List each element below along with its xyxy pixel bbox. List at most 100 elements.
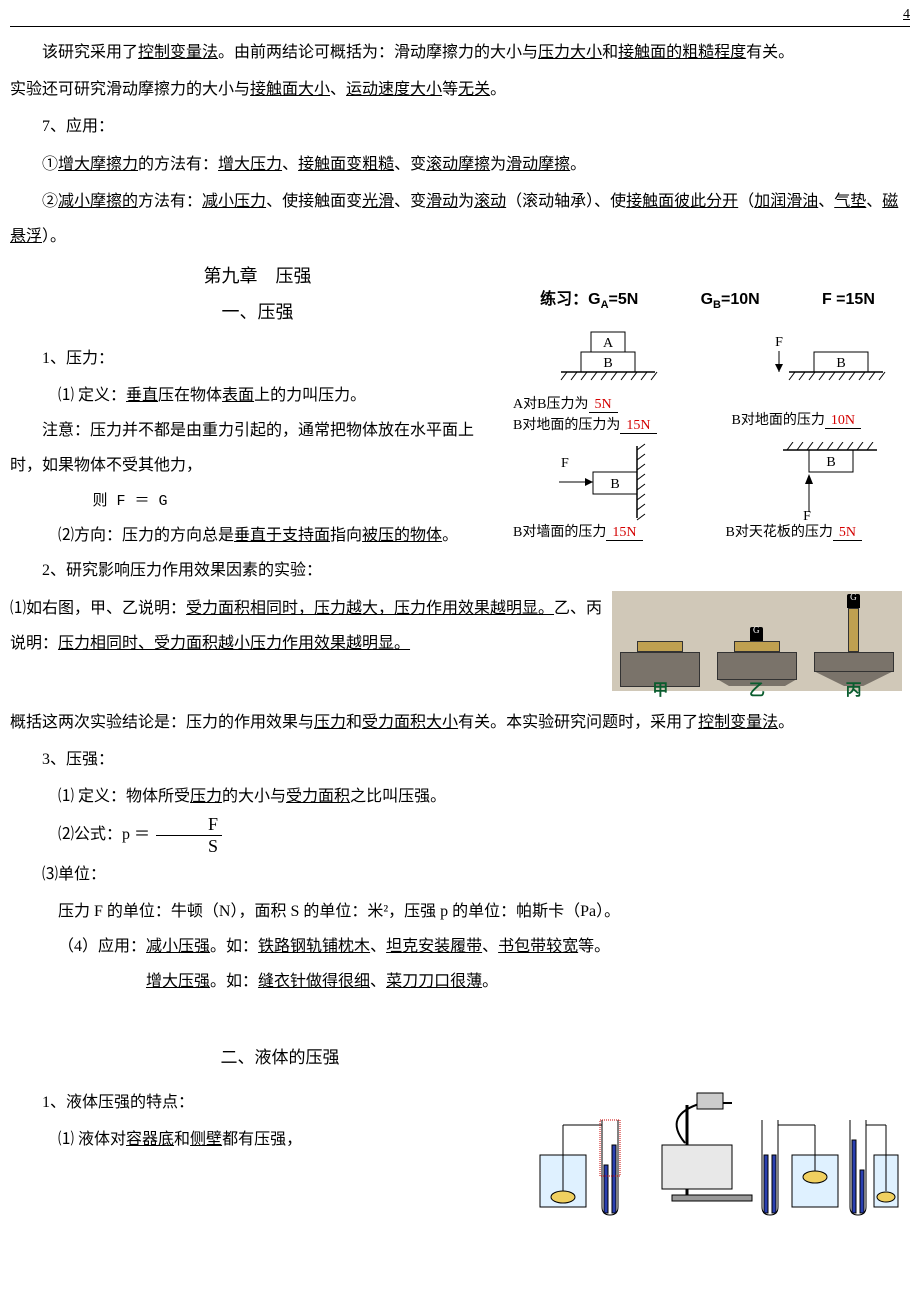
t: ⑵方向：压力的方向总是 — [58, 527, 234, 544]
t: 、 — [370, 973, 386, 990]
p3-formula: ⑵公式：p ＝ FS — [10, 814, 910, 856]
p3-apply-1: （4）应用：减小压强。如：铁路钢轨铺枕木、坦克安装履带、书包带较宽等。 — [10, 929, 910, 964]
t: 。由前两结论可概括为：滑动摩擦力的大小与 — [218, 44, 538, 61]
p3-def: ⑴ 定义：物体所受压力的大小与受力面积之比叫压强。 — [10, 779, 910, 814]
t: 、 — [330, 81, 346, 98]
t: 实验还可研究滑动摩擦力的大小与 — [10, 81, 250, 98]
t: 方法有： — [138, 193, 202, 210]
t: ⑵公式：p ＝ — [58, 826, 150, 843]
liquid-pressure-figure — [532, 1085, 902, 1225]
t: 滑动 — [426, 193, 458, 210]
t: 都有压强， — [222, 1131, 302, 1148]
t: ⑴如右图，甲、乙说明： — [10, 600, 186, 617]
t: 和 — [602, 44, 618, 61]
ex-gb: GB=10N — [701, 282, 760, 317]
t: 菜刀刀口很薄 — [386, 973, 482, 990]
t: ⑴ 液体对 — [58, 1131, 126, 1148]
exp-label-a: 甲 — [652, 673, 668, 708]
p2-body-1: ⑴如右图，甲、乙说明：受力面积相同时，压力越大，压力作用效果越明显。乙、丙说明：… — [10, 591, 604, 661]
t: 。 — [570, 156, 586, 173]
t: 。如： — [210, 938, 258, 955]
t: ⑴ 定义： — [58, 387, 126, 404]
t: 、变 — [394, 193, 426, 210]
ex-prefix-ga: 练习：GA=5N — [540, 282, 638, 317]
app-line-2: ②减小摩擦的方法有：减小压力、使接触面变光滑、变滑动为滚动（滚动轴承）、使接触面… — [10, 184, 910, 254]
t: 压力大小 — [538, 44, 602, 61]
ex-f: F =15N — [822, 282, 875, 317]
t: 减小摩擦的 — [58, 193, 138, 210]
p2-title: 2、研究影响压力作用效果因素的实验： — [10, 553, 505, 588]
exercise-column: 练习：GA=5N GB=10N F =15N A B A对B压力为5N B对地面… — [505, 256, 910, 591]
t: 等 — [442, 81, 458, 98]
frac-den: S — [156, 836, 222, 857]
t: 被压的物体 — [362, 527, 442, 544]
t: 无关 — [458, 81, 490, 98]
app-line-1: ①增大摩擦力的方法有：增大压力、接触面变粗糙、变滚动摩擦为滑动摩擦。 — [10, 147, 910, 182]
section-2-title: 二、液体的压强 — [10, 1039, 550, 1076]
t: 有关。 — [746, 44, 794, 61]
svg-text:F: F — [803, 509, 811, 522]
t: 接触面彼此分开 — [626, 193, 738, 210]
t: 缝衣针做得很细 — [258, 973, 370, 990]
t: 铁路钢轨铺枕木 — [258, 938, 370, 955]
diagram-4-svg: B F — [729, 442, 889, 522]
t: 等。 — [578, 938, 610, 955]
t: 垂直 — [126, 387, 158, 404]
svg-text:B: B — [611, 477, 620, 492]
t: 气垫 — [834, 193, 866, 210]
p3-apply-2: 增大压强。如：缝衣针做得很细、菜刀刀口很薄。 — [10, 964, 910, 999]
section-1-title: 一、压强 — [10, 293, 505, 333]
t: 、 — [866, 193, 882, 210]
d1-ans-1: A对B压力为5N — [509, 394, 703, 415]
t: 压在物体 — [158, 387, 222, 404]
t: 。 — [490, 81, 506, 98]
t: 增大摩擦力 — [58, 156, 138, 173]
svg-text:B: B — [836, 356, 845, 371]
t: 控制变量法 — [698, 714, 778, 731]
t: 滚动 — [474, 193, 506, 210]
chapter-title: 第九章 压强 — [10, 262, 505, 291]
exercise-header: 练习：GA=5N GB=10N F =15N — [505, 282, 910, 317]
t: 增大压力 — [218, 156, 282, 173]
p1-note: 注意：压力并不都是由重力引起的，通常把物体放在水平面上时，如果物体不受其他力， — [10, 413, 505, 483]
t: ② — [42, 193, 58, 210]
intro-line-1: 该研究采用了控制变量法。由前两结论可概括为：滑动摩擦力的大小与压力大小和接触面的… — [10, 35, 910, 70]
p1-direction: ⑵方向：压力的方向总是垂直于支持面指向被压的物体。 — [10, 518, 505, 553]
t: 滚动摩擦 — [426, 156, 490, 173]
top-rule — [10, 26, 910, 27]
svg-text:B: B — [826, 455, 835, 470]
d3-ans: B对墙面的压力15N — [509, 522, 703, 543]
t: 光滑 — [362, 193, 394, 210]
exp-label-c: 丙 — [846, 673, 862, 708]
t: 为 — [490, 156, 506, 173]
t: ⑴ 定义：物体所受 — [58, 788, 190, 805]
diagram-2: F B B对地面的压力10N — [712, 324, 906, 436]
t: （滚动轴承）、使 — [506, 193, 626, 210]
d2-ans: B对地面的压力10N — [712, 410, 906, 431]
t: 。 — [778, 714, 794, 731]
app-title: 7、应用： — [10, 109, 910, 144]
t: 。如： — [210, 973, 258, 990]
t: 该研究采用了 — [42, 44, 138, 61]
t: 受力面积 — [286, 788, 350, 805]
p3-units: 压力 F 的单位：牛顿（N），面积 S 的单位：米²，压强 p 的单位：帕斯卡（… — [10, 894, 910, 929]
diagram-3: F B B对墙面的压力15N — [509, 442, 703, 543]
liq-1-title: 1、液体压强的特点： — [10, 1085, 532, 1120]
t: 的大小与 — [222, 788, 286, 805]
t: 侧壁 — [190, 1131, 222, 1148]
t: 、使接触面变 — [266, 193, 362, 210]
svg-text:F: F — [561, 456, 569, 471]
p1-def: ⑴ 定义：垂直压在物体表面上的力叫压力。 — [10, 378, 505, 413]
t: 受力面积相同时，压力越大，压力作用效果越明显。 — [186, 600, 554, 617]
t: 垂直于支持面 — [234, 527, 330, 544]
t: 、 — [282, 156, 298, 173]
d1-ans-2: B对地面的压力为15N — [509, 415, 703, 436]
t: ① — [42, 156, 58, 173]
d4-ans: B对天花板的压力5N — [712, 522, 906, 543]
t: 加润滑油 — [754, 193, 818, 210]
t: 、 — [370, 938, 386, 955]
t: 概括这两次实验结论是：压力的作用效果与 — [10, 714, 314, 731]
t: （4）应用： — [58, 938, 146, 955]
p1-formula: 则 F ＝ G — [10, 485, 505, 518]
t: 控制变量法 — [138, 44, 218, 61]
